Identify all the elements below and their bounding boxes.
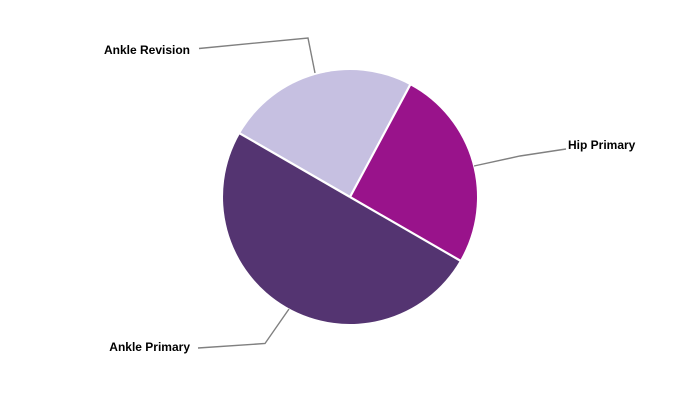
slice-label-ankle-primary: Ankle Primary: [109, 340, 190, 354]
leader-line-ankle-revision: [198, 37, 316, 74]
pie-slices: [223, 69, 478, 324]
pie-slice-ankle-primary[interactable]: [223, 133, 460, 324]
pie-slice-hip-primary[interactable]: [350, 85, 478, 261]
slice-label-ankle-revision: Ankle Revision: [103, 43, 190, 57]
slice-separator-line: [349, 196, 462, 262]
leader-line-ankle-primary: [197, 308, 290, 349]
slice-separator-line: [238, 132, 351, 198]
leader-lines: [197, 37, 567, 349]
pie-slice-ankle-revision[interactable]: [240, 69, 411, 197]
slice-separators: [238, 83, 462, 262]
slice-label-hip-primary: Hip Primary: [568, 138, 636, 152]
slice-separator-line: [349, 83, 412, 198]
leader-line-hip-primary: [473, 148, 567, 167]
